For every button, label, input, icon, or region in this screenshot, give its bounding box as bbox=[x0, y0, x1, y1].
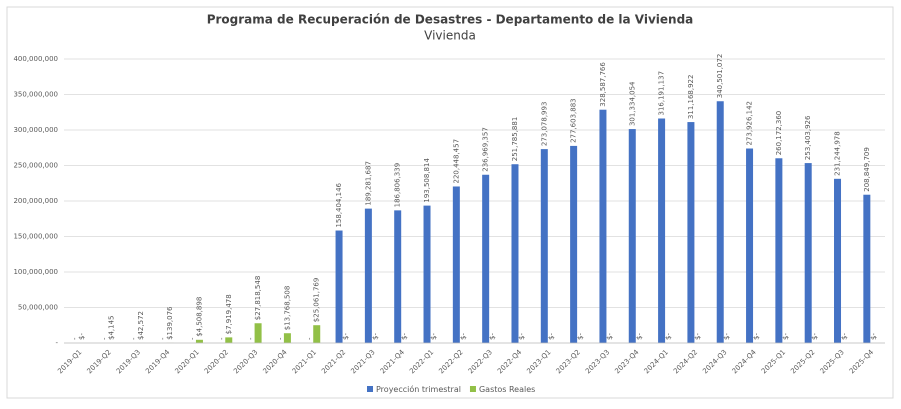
bar bbox=[482, 175, 489, 343]
data-label: 186,806,339 bbox=[394, 163, 402, 208]
data-label: 340,501,072 bbox=[716, 54, 724, 99]
bar bbox=[717, 101, 724, 343]
data-label: 253,403,926 bbox=[804, 115, 812, 160]
data-label: $- bbox=[694, 333, 702, 340]
data-label: 158,404,146 bbox=[335, 182, 343, 227]
data-label: $- bbox=[870, 333, 878, 340]
y-tick-label: 200,000,000 bbox=[13, 197, 58, 205]
data-label: $- bbox=[577, 333, 585, 340]
data-label: $- bbox=[811, 333, 819, 340]
y-tick-label: 150,000,000 bbox=[13, 233, 58, 241]
bar bbox=[629, 129, 636, 343]
data-label: $- bbox=[518, 333, 526, 340]
bar bbox=[599, 110, 606, 343]
bar bbox=[511, 164, 518, 343]
data-label: $13,768,508 bbox=[283, 286, 291, 331]
data-label: $- bbox=[841, 333, 849, 340]
bar bbox=[453, 186, 460, 343]
data-label: 231,244,978 bbox=[834, 131, 842, 176]
bar bbox=[313, 325, 320, 343]
y-tick-label: 50,000,000 bbox=[18, 304, 58, 312]
data-label: $- bbox=[782, 333, 790, 340]
data-label: $42,572 bbox=[137, 311, 145, 340]
data-label: $- bbox=[547, 333, 555, 340]
chart-subtitle: Vivienda bbox=[424, 29, 476, 43]
bar bbox=[834, 179, 841, 343]
legend-swatch bbox=[470, 386, 476, 392]
data-label: 236,969,357 bbox=[482, 127, 490, 172]
data-label: $- bbox=[401, 333, 409, 340]
data-label: 277,603,883 bbox=[570, 98, 578, 143]
data-label: $4,508,898 bbox=[195, 297, 203, 337]
data-label: 316,191,137 bbox=[658, 71, 666, 116]
bar bbox=[424, 206, 431, 343]
bar bbox=[284, 333, 291, 343]
data-label: $- bbox=[371, 333, 379, 340]
y-tick-label: 350,000,000 bbox=[13, 91, 58, 99]
data-label: 251,785,881 bbox=[511, 117, 519, 162]
bar bbox=[394, 210, 401, 343]
data-label: $- bbox=[606, 333, 614, 340]
y-tick-label: 100,000,000 bbox=[13, 268, 58, 276]
legend-label: Proyección trimestral bbox=[376, 384, 461, 394]
data-label: $- bbox=[342, 333, 350, 340]
data-label: $- bbox=[78, 333, 86, 340]
bar bbox=[255, 323, 262, 343]
data-label: $- bbox=[753, 333, 761, 340]
chart-title: Programa de Recuperación de Desastres - … bbox=[207, 13, 694, 27]
legend-swatch bbox=[367, 386, 373, 392]
data-label: $- bbox=[665, 333, 673, 340]
data-label: $27,818,548 bbox=[254, 276, 262, 321]
data-label: 260,172,360 bbox=[775, 111, 783, 156]
y-tick-label: 300,000,000 bbox=[13, 126, 58, 134]
bar bbox=[805, 163, 812, 343]
data-label: $139,076 bbox=[166, 306, 174, 340]
data-label: $- bbox=[459, 333, 467, 340]
bar bbox=[365, 209, 372, 343]
bar bbox=[863, 195, 870, 343]
bar bbox=[541, 149, 548, 343]
legend-label: Gastos Reales bbox=[479, 385, 535, 394]
data-label: $7,919,478 bbox=[225, 294, 233, 334]
data-label: 328,587,766 bbox=[599, 62, 607, 107]
data-label: 273,926,142 bbox=[746, 101, 754, 146]
data-label: $- bbox=[430, 333, 438, 340]
data-label: 301,334,054 bbox=[628, 81, 636, 126]
data-label: $- bbox=[723, 333, 731, 340]
bar bbox=[658, 119, 665, 343]
data-label: 220,448,457 bbox=[452, 139, 460, 184]
bar bbox=[225, 337, 232, 343]
y-tick-label: 250,000,000 bbox=[13, 162, 58, 170]
bar bbox=[196, 340, 203, 343]
data-label: 189,281,687 bbox=[364, 161, 372, 206]
data-label: $- bbox=[635, 333, 643, 340]
bar bbox=[570, 146, 577, 343]
bar bbox=[746, 149, 753, 343]
data-label: 273,078,993 bbox=[540, 102, 548, 147]
data-label: $4,145 bbox=[107, 315, 115, 340]
bar bbox=[687, 122, 694, 343]
data-label: $- bbox=[489, 333, 497, 340]
data-label: 208,849,709 bbox=[863, 147, 871, 192]
y-tick-label: 400,000,000 bbox=[13, 55, 58, 63]
bar bbox=[775, 158, 782, 343]
data-label: 193,508,814 bbox=[423, 158, 431, 203]
data-label: $25,061,769 bbox=[313, 278, 321, 323]
data-label: 311,168,922 bbox=[687, 75, 695, 120]
bar bbox=[336, 231, 343, 343]
